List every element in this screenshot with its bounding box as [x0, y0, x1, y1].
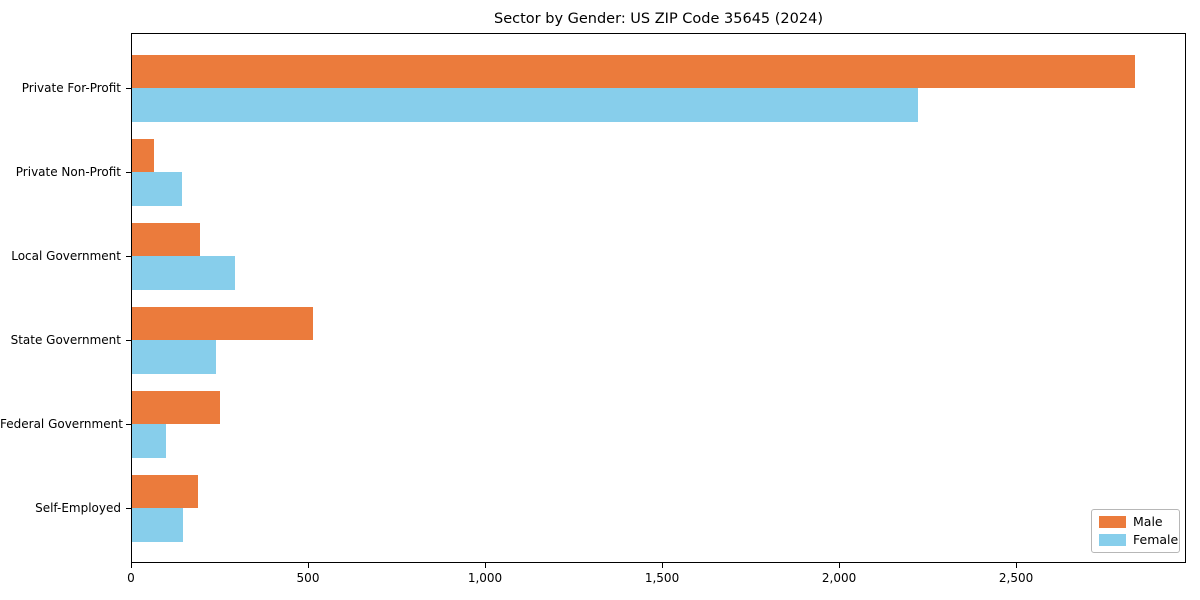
bar-male-private-for-profit — [132, 54, 1136, 88]
x-tick-label: 2,500 — [998, 571, 1034, 585]
y-tick-label: Local Government — [11, 249, 121, 263]
bar-male-state-government — [132, 306, 314, 340]
bar-male-local-government — [132, 222, 201, 256]
legend-swatch-female — [1099, 533, 1126, 546]
bar-male-federal-government — [132, 390, 220, 424]
x-tick-mark — [307, 563, 309, 568]
y-tick-label: State Government — [10, 333, 121, 347]
legend-swatch-male — [1099, 516, 1126, 529]
bar-female-private-for-profit — [132, 88, 918, 122]
bar-female-local-government — [132, 256, 236, 290]
bar-male-private-non-profit — [132, 138, 155, 172]
bar-female-self-employed — [132, 508, 184, 542]
x-tick-mark — [1015, 563, 1017, 568]
bar-female-state-government — [132, 340, 216, 374]
x-tick-mark — [130, 563, 132, 568]
x-tick-mark — [661, 563, 663, 568]
chart-title: Sector by Gender: US ZIP Code 35645 (202… — [494, 11, 823, 27]
y-tick-mark — [126, 507, 131, 509]
y-tick-mark — [126, 423, 131, 425]
y-tick-mark — [126, 171, 131, 173]
y-tick-label: Self-Employed — [35, 501, 121, 515]
bar-female-private-non-profit — [132, 172, 183, 206]
legend-entry-female: Female — [1099, 533, 1178, 547]
x-tick-label: 0 — [127, 571, 135, 585]
x-tick-label: 2,000 — [821, 571, 857, 585]
x-tick-mark — [838, 563, 840, 568]
bar-female-federal-government — [132, 424, 167, 458]
y-tick-label: Private For-Profit — [21, 81, 121, 95]
y-tick-mark — [126, 255, 131, 257]
y-tick-label: Private Non-Profit — [15, 165, 121, 179]
legend-label-male: Male — [1133, 514, 1163, 529]
x-tick-label: 500 — [296, 571, 320, 585]
legend: Male Female — [1091, 509, 1180, 553]
y-tick-label: Federal Government — [0, 417, 123, 431]
x-tick-label: 1,500 — [644, 571, 680, 585]
x-tick-mark — [484, 563, 486, 568]
legend-entry-male: Male — [1099, 514, 1172, 529]
y-tick-mark — [126, 339, 131, 341]
legend-label-female: Female — [1133, 531, 1179, 547]
x-tick-label: 1,000 — [467, 571, 503, 585]
y-tick-mark — [126, 87, 131, 89]
bar-male-self-employed — [132, 474, 198, 508]
